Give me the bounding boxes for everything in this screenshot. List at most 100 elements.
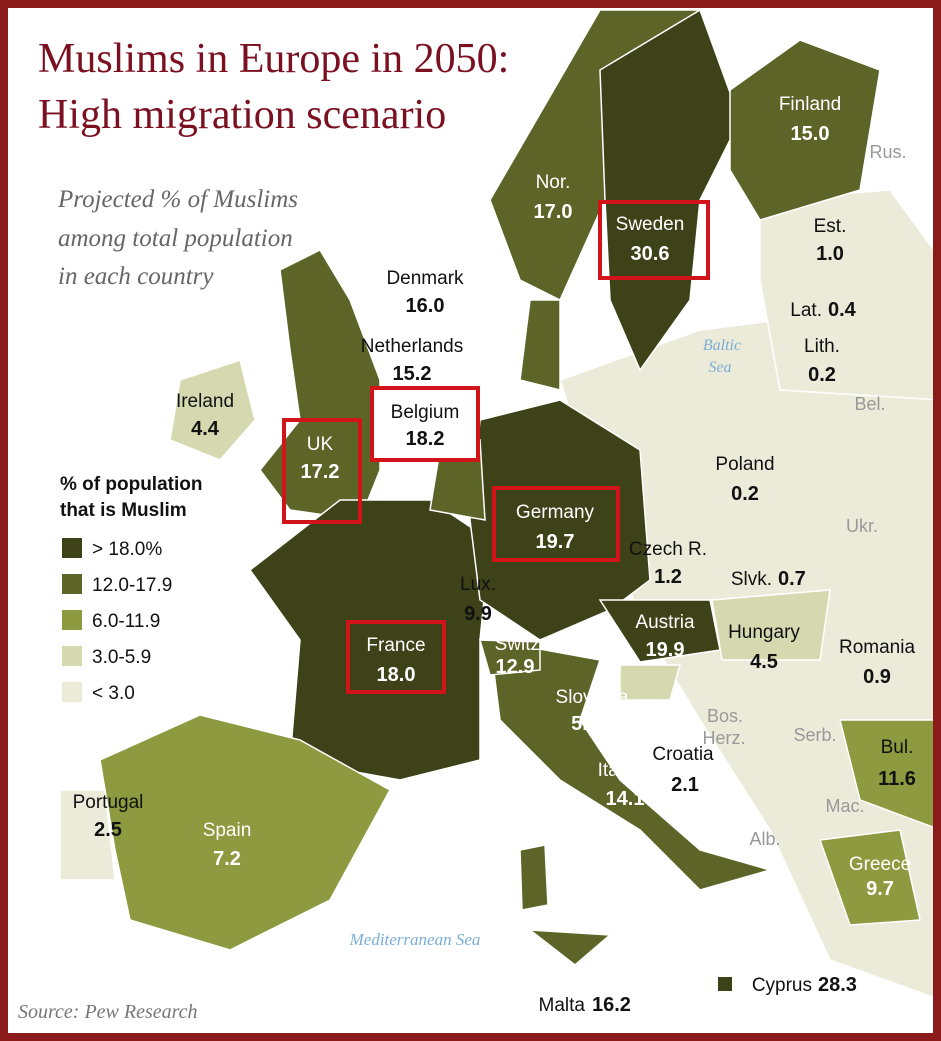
sicily — [527, 929, 612, 966]
title: High migration scenario — [38, 92, 446, 138]
sea-label: Mediterranean Sea — [349, 930, 481, 949]
country-name: Sweden — [616, 214, 685, 235]
finland — [729, 39, 881, 221]
sardinia — [519, 844, 549, 911]
highlight-box — [370, 386, 480, 462]
hungary — [711, 589, 831, 661]
country-name: Czech R. — [629, 539, 707, 560]
country-value: 5.2 — [571, 713, 599, 735]
sea-label: Baltic — [703, 337, 741, 354]
country-value: 4.4 — [191, 418, 220, 440]
country-value: 28.3 — [818, 974, 857, 996]
country-value: 0.7 — [778, 568, 806, 590]
country-name: Bul. — [881, 737, 914, 758]
subtitle: in each country — [58, 263, 214, 290]
country-value: 1.2 — [654, 566, 682, 588]
place-label: Alb. — [749, 829, 780, 849]
country-name: UK — [307, 434, 334, 455]
place-label: Mac. — [825, 796, 864, 816]
legend-swatch — [62, 682, 82, 702]
legend-swatch — [62, 538, 82, 558]
subtitle: Projected % of Muslims — [57, 186, 298, 213]
country-value: 16.2 — [592, 994, 631, 1016]
country-name: Germany — [516, 502, 595, 523]
spain — [99, 714, 392, 951]
country-name: Malta — [539, 995, 586, 1016]
place-label: Bel. — [854, 394, 885, 414]
place-label: Serb. — [793, 725, 836, 745]
country-value: 15.2 — [393, 363, 432, 385]
country-value: 18.0 — [377, 664, 416, 686]
place-label: Rus. — [869, 142, 906, 162]
country-name: Finland — [779, 94, 841, 115]
country-name: Lith. — [804, 336, 840, 357]
country-value: 0.4 — [828, 299, 857, 321]
country-name: Poland — [715, 454, 774, 475]
subtitle: among total population — [58, 225, 293, 252]
denmark — [519, 299, 561, 391]
country-value: 2.5 — [94, 819, 122, 841]
country-value: 17.0 — [534, 201, 573, 223]
country-name: Austria — [635, 612, 695, 633]
legend-label: 3.0-5.9 — [92, 647, 151, 668]
country-name: Greece — [849, 854, 911, 875]
greece — [818, 829, 921, 926]
highlight-box — [282, 418, 362, 524]
country-name: Hungary — [728, 622, 800, 643]
country-value: 0.2 — [731, 483, 759, 505]
france — [248, 499, 491, 781]
country-name: Portugal — [73, 792, 144, 813]
country-name: Est. — [814, 216, 847, 237]
country-value: 2.1 — [671, 774, 699, 796]
portugal — [59, 789, 116, 881]
country-value: 7.2 — [213, 848, 241, 870]
legend-label: < 3.0 — [92, 683, 135, 704]
place-label: Ukr. — [846, 516, 878, 536]
land — [59, 8, 941, 1001]
country-value: 11.6 — [878, 768, 916, 790]
sea-label: Sea — [708, 359, 731, 376]
country-value: 19.7 — [536, 531, 575, 553]
country-name: Nor. — [536, 172, 571, 193]
bulgaria — [839, 719, 941, 831]
country-name: Italy — [598, 760, 633, 781]
country-value: 30.6 — [631, 243, 670, 265]
highlight-box — [346, 620, 446, 694]
country-value: 0.9 — [863, 666, 891, 688]
country-name: Switz. — [495, 634, 546, 655]
slovenia — [619, 664, 681, 701]
highlight-box — [598, 200, 710, 280]
country-value: 18.2 — [406, 428, 445, 450]
country-name: Netherlands — [361, 336, 463, 357]
ireland — [169, 359, 256, 461]
legend-title: that is Muslim — [60, 500, 187, 521]
italy — [489, 639, 773, 891]
country-name: Lux. — [460, 574, 496, 595]
legend-swatch — [62, 610, 82, 630]
legend-label: > 18.0% — [92, 539, 162, 560]
country-name: Croatia — [652, 744, 714, 765]
country-value: 1.0 — [816, 243, 844, 265]
legend-label: 12.0-17.9 — [92, 575, 172, 596]
country-value: 0.2 — [808, 364, 836, 386]
country-value: 14.1 — [606, 788, 645, 810]
country-name: France — [366, 635, 425, 656]
country-name: Spain — [203, 820, 252, 841]
highlight-box — [492, 486, 620, 562]
labels: Muslims in Europe in 2050: High migration… — [18, 36, 916, 1023]
country-name: Lat. — [790, 300, 822, 321]
baltics — [759, 189, 941, 401]
country-name: Slvk. — [731, 569, 772, 590]
cyprus-swatch — [718, 977, 732, 991]
country-value: 19.9 — [646, 639, 685, 661]
title: Muslims in Europe in 2050: — [38, 36, 509, 82]
country-value: 12.9 — [496, 656, 535, 678]
country-name: Slovenia — [556, 687, 629, 708]
country-name: Belgium — [391, 402, 460, 423]
country-value: 4.5 — [750, 651, 778, 673]
country-value: 9.7 — [866, 878, 894, 900]
country-name: Romania — [839, 637, 915, 658]
